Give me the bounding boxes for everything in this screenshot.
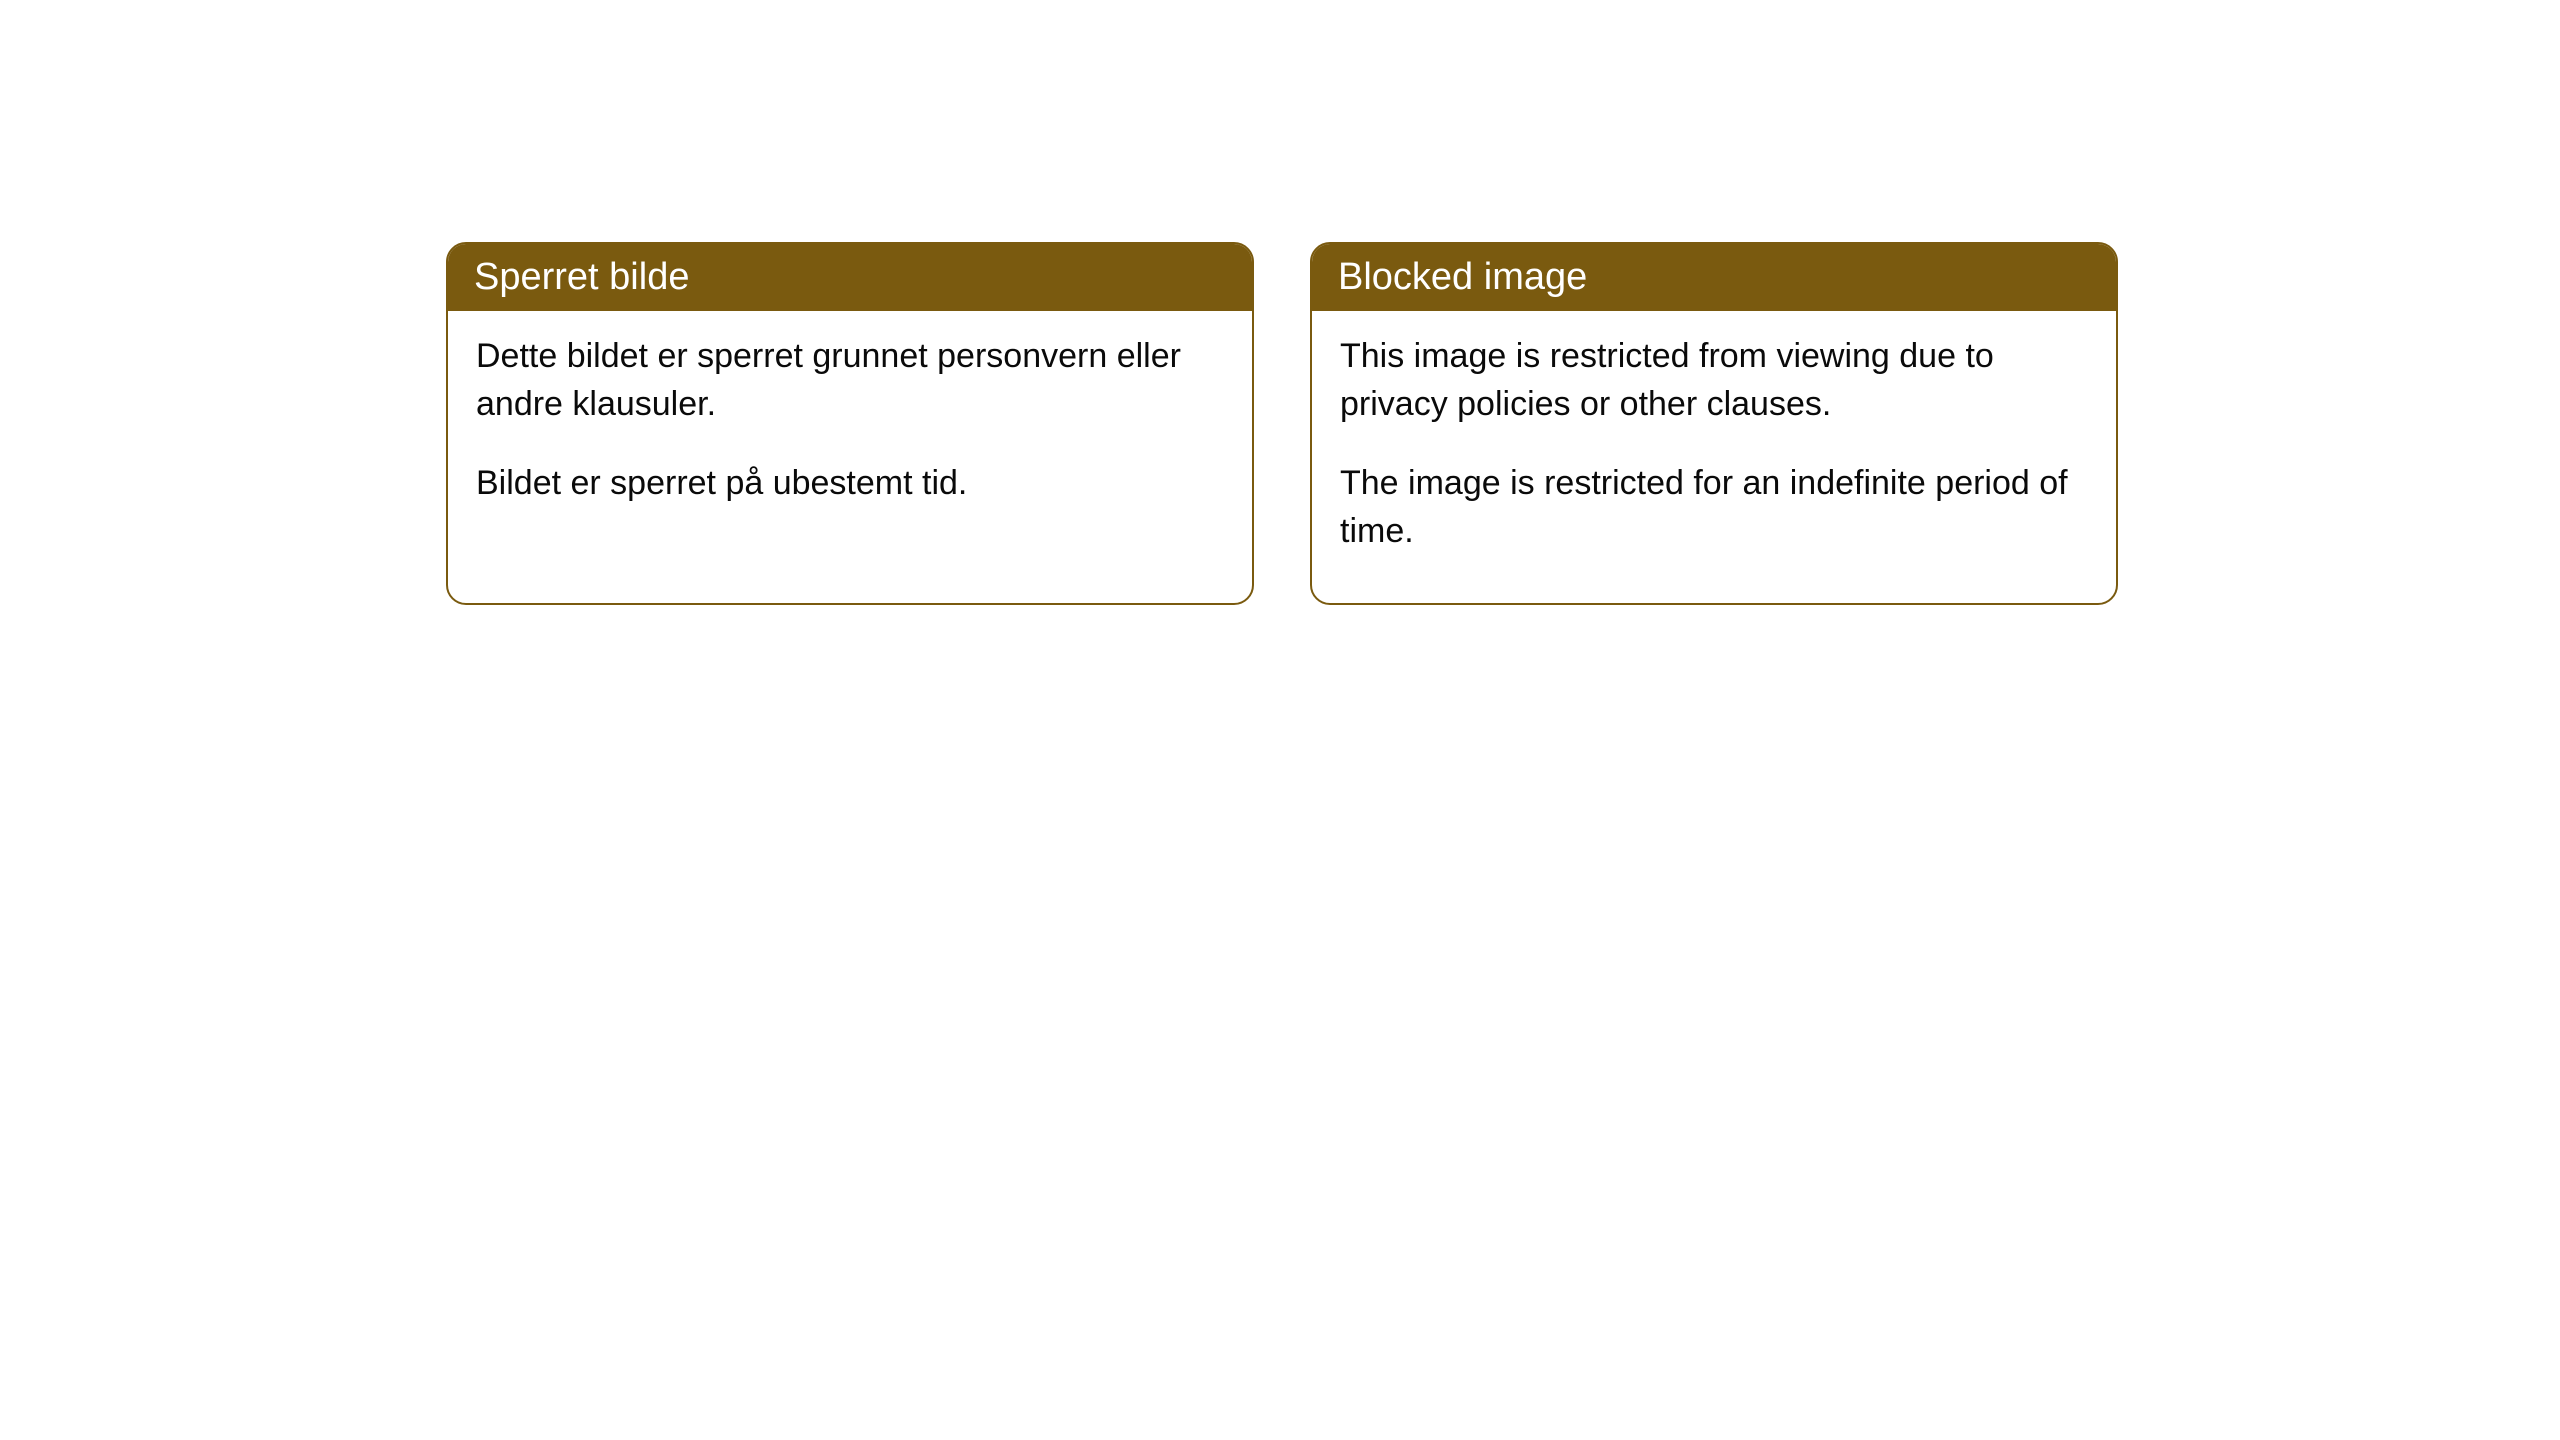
card-header-english: Blocked image [1312, 244, 2116, 311]
card-text-english-2: The image is restricted for an indefinit… [1340, 460, 2088, 555]
card-text-norwegian-2: Bildet er sperret på ubestemt tid. [476, 460, 1224, 508]
cards-container: Sperret bilde Dette bildet er sperret gr… [446, 242, 2118, 605]
card-body-english: This image is restricted from viewing du… [1312, 311, 2116, 603]
card-norwegian: Sperret bilde Dette bildet er sperret gr… [446, 242, 1254, 605]
card-header-norwegian: Sperret bilde [448, 244, 1252, 311]
card-text-english-1: This image is restricted from viewing du… [1340, 333, 2088, 428]
card-body-norwegian: Dette bildet er sperret grunnet personve… [448, 311, 1252, 556]
card-english: Blocked image This image is restricted f… [1310, 242, 2118, 605]
card-text-norwegian-1: Dette bildet er sperret grunnet personve… [476, 333, 1224, 428]
